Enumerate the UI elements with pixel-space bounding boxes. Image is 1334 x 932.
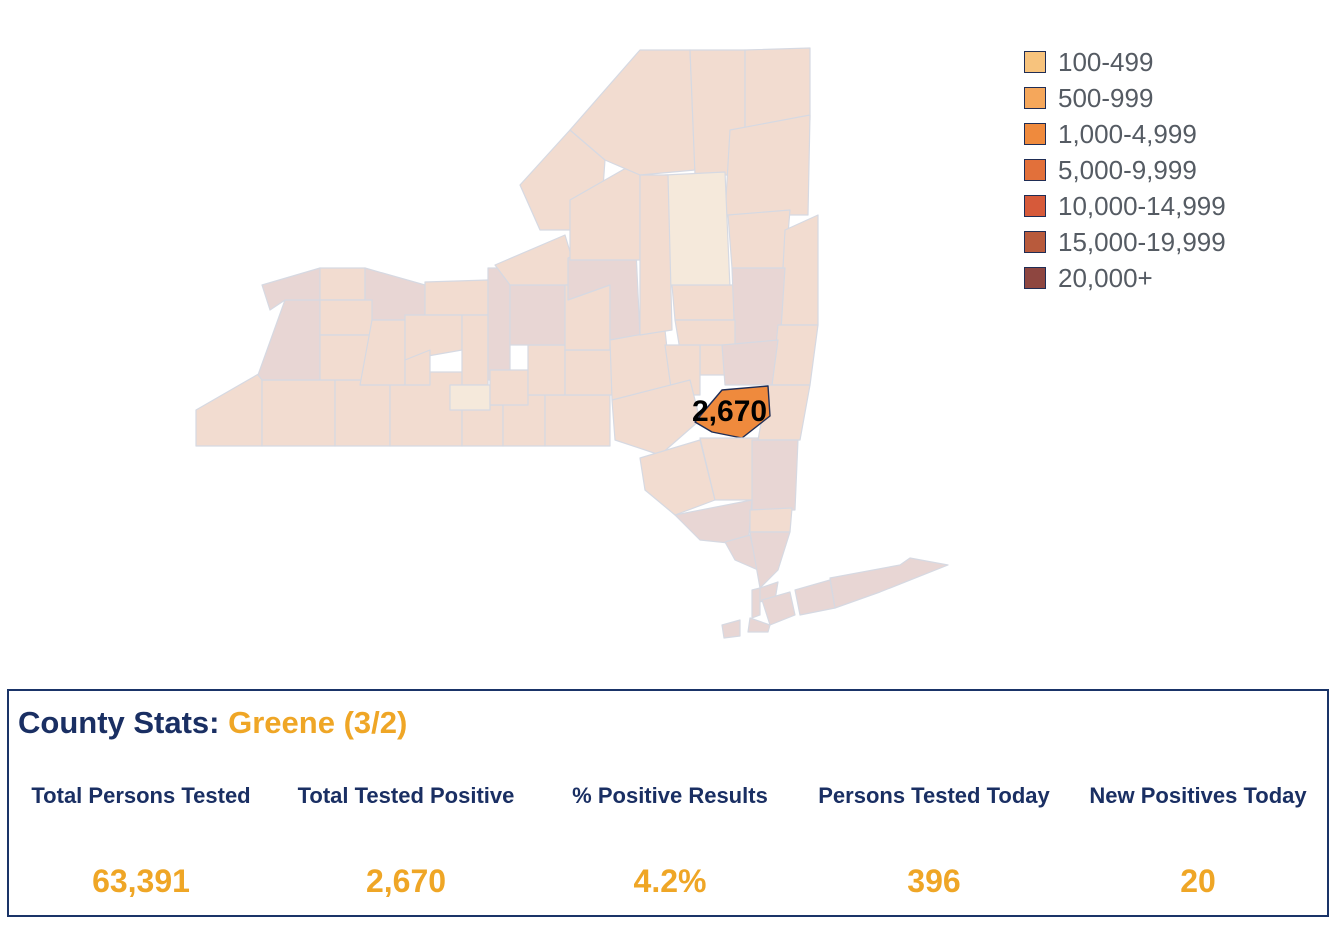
selected-county-value-label: 2,670 — [692, 395, 767, 428]
legend-item: 5,000-9,999 — [1024, 152, 1226, 188]
county-onondaga[interactable] — [509, 284, 566, 346]
county-queens[interactable] — [761, 591, 796, 626]
county-warren[interactable] — [727, 209, 791, 271]
county-genesee[interactable] — [319, 299, 373, 336]
county-erie[interactable] — [257, 299, 321, 381]
county-washington[interactable] — [779, 214, 819, 326]
county-herkimer[interactable] — [639, 174, 673, 336]
county-chautauqua[interactable] — [195, 371, 263, 447]
county-nassau[interactable] — [794, 579, 836, 616]
county-schoharie[interactable] — [664, 344, 701, 396]
stat-value: 2,670 — [365, 863, 447, 899]
legend-swatch — [1024, 195, 1046, 217]
legend-label: 20,000+ — [1058, 262, 1153, 293]
county-yates[interactable] — [404, 349, 431, 386]
county-orleans[interactable] — [319, 267, 366, 301]
county-chemung[interactable] — [461, 404, 504, 447]
county-new-york[interactable] — [751, 587, 761, 619]
selected-county-name: Greene (3/2) — [228, 705, 408, 740]
legend-label: 15,000-19,999 — [1058, 226, 1226, 257]
legend-swatch — [1024, 159, 1046, 181]
legend-swatch — [1024, 51, 1046, 73]
legend-swatch — [1024, 231, 1046, 253]
map-legend: 100-499 500-999 1,000-4,999 5,000-9,999 10,0… — [1024, 44, 1226, 296]
county-albany[interactable] — [721, 339, 779, 386]
county-greene-selected[interactable] — [694, 385, 771, 439]
stat-value: 63,391 — [92, 863, 190, 899]
stat-label: Total Persons Tested — [31, 783, 251, 808]
stat-label: Total Tested Positive — [297, 783, 515, 808]
county-ontario[interactable] — [404, 314, 463, 361]
legend-swatch — [1024, 267, 1046, 289]
county-suffolk[interactable] — [829, 557, 949, 609]
stat-total-tested-positive: Total Tested Positive 2,670 — [274, 783, 538, 900]
county-oswego[interactable] — [494, 234, 581, 286]
stat-label: New Positives Today — [1089, 783, 1307, 808]
county-westchester[interactable] — [749, 531, 791, 589]
legend-item: 15,000-19,999 — [1024, 224, 1226, 260]
county-richmond[interactable] — [721, 619, 741, 639]
legend-label: 1,000-4,999 — [1058, 118, 1197, 149]
stat-new-positives-today: New Positives Today 20 — [1066, 783, 1330, 900]
county-monroe[interactable] — [364, 267, 426, 321]
county-tompkins[interactable] — [489, 369, 529, 406]
legend-label: 500-999 — [1058, 82, 1154, 113]
legend-item: 10,000-14,999 — [1024, 188, 1226, 224]
stat-total-persons-tested: Total Persons Tested 63,391 — [9, 783, 273, 900]
county-cortland[interactable] — [527, 344, 566, 396]
county-cattaraugus[interactable] — [261, 379, 336, 447]
county-allegany[interactable] — [334, 379, 391, 447]
county-sullivan[interactable] — [639, 439, 716, 516]
county-dutchess[interactable] — [751, 439, 799, 511]
county-niagara[interactable] — [261, 267, 321, 311]
stat-percent-positive: % Positive Results 4.2% — [538, 783, 802, 900]
county-hamilton[interactable] — [664, 171, 731, 289]
legend-swatch — [1024, 87, 1046, 109]
stat-value: 20 — [1180, 863, 1216, 899]
legend-label: 10,000-14,999 — [1058, 190, 1226, 221]
county-chenango[interactable] — [564, 349, 616, 396]
legend-item: 1,000-4,999 — [1024, 116, 1226, 152]
county-seneca[interactable] — [461, 314, 489, 386]
county-putnam[interactable] — [749, 507, 793, 533]
county-wayne[interactable] — [424, 279, 489, 316]
county-kings[interactable] — [747, 617, 771, 633]
county-stats-title-prefix: County Stats: — [18, 705, 229, 740]
stat-label: % Positive Results — [572, 783, 768, 808]
legend-label: 100-499 — [1058, 46, 1154, 77]
stat-value: 4.2% — [633, 863, 707, 899]
stat-persons-tested-today: Persons Tested Today 396 — [802, 783, 1066, 900]
stat-label: Persons Tested Today — [818, 783, 1050, 808]
legend-label: 5,000-9,999 — [1058, 154, 1197, 185]
legend-swatch — [1024, 123, 1046, 145]
county-broome[interactable] — [544, 394, 611, 447]
legend-item: 100-499 — [1024, 44, 1226, 80]
county-rensselaer[interactable] — [771, 324, 819, 386]
county-schuyler[interactable] — [449, 384, 491, 411]
county-delaware[interactable] — [611, 379, 701, 456]
county-cayuga[interactable] — [487, 267, 511, 381]
county-fulton[interactable] — [671, 284, 736, 321]
legend-item: 20,000+ — [1024, 260, 1226, 296]
county-stats-title: County Stats: Greene (3/2) — [18, 705, 407, 741]
county-stats-panel: County Stats: Greene (3/2) Total Persons… — [7, 689, 1329, 917]
legend-item: 500-999 — [1024, 80, 1226, 116]
county-essex[interactable] — [724, 114, 811, 216]
new-york-county-map: 2,670 — [195, 47, 949, 639]
stat-value: 396 — [907, 863, 961, 899]
